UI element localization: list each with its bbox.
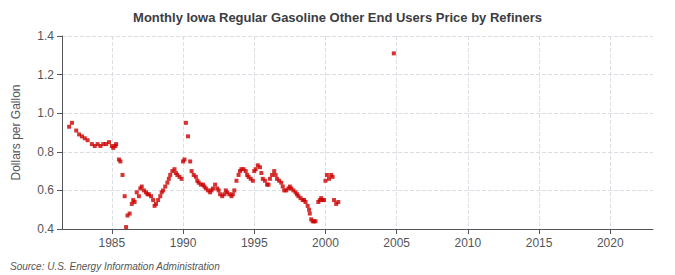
svg-text:0.8: 0.8 (37, 145, 54, 159)
svg-text:2010: 2010 (455, 236, 482, 250)
svg-text:Source: U.S. Energy Informatio: Source: U.S. Energy Information Administ… (10, 261, 220, 272)
svg-text:1.2: 1.2 (37, 68, 54, 82)
svg-text:2020: 2020 (597, 236, 624, 250)
svg-text:0.4: 0.4 (37, 222, 54, 236)
svg-text:1.0: 1.0 (37, 106, 54, 120)
svg-text:2015: 2015 (526, 236, 553, 250)
svg-text:1995: 1995 (241, 236, 268, 250)
svg-text:0.6: 0.6 (37, 183, 54, 197)
svg-text:Dollars per Gallon: Dollars per Gallon (9, 84, 23, 180)
svg-text:Monthly Iowa Regular Gasoline: Monthly Iowa Regular Gasoline Other End … (133, 10, 542, 25)
svg-text:1990: 1990 (170, 236, 197, 250)
svg-text:1985: 1985 (98, 236, 125, 250)
svg-text:2000: 2000 (312, 236, 339, 250)
svg-text:2005: 2005 (383, 236, 410, 250)
svg-text:1.4: 1.4 (37, 29, 54, 43)
